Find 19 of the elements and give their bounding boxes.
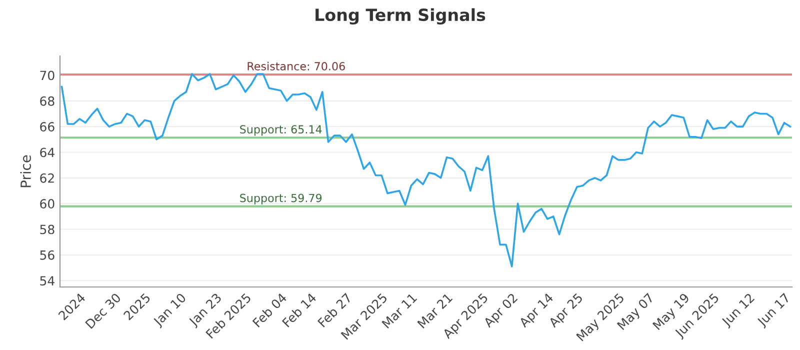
y-axis-title: Price	[20, 155, 31, 188]
line-series	[60, 73, 792, 268]
y-tick-label: 54	[40, 276, 54, 286]
ref-line-label: Resistance: 70.06	[248, 62, 345, 70]
y-tick-label: 62	[40, 173, 54, 183]
ref-line-label: Support: 59.79	[240, 194, 322, 204]
y-tick-label: 60	[40, 199, 54, 209]
y-tick-label: 66	[40, 122, 54, 132]
chart-title: Long Term Signals	[316, 8, 486, 24]
x-tick-label: Jun 12	[720, 292, 756, 329]
y-tick-label: 68	[40, 96, 54, 106]
y-tick-label: 64	[40, 148, 54, 158]
x-tick-label: Dec 30	[84, 292, 122, 329]
y-tick-label: 58	[40, 224, 54, 234]
y-tick-label: 56	[40, 250, 54, 260]
x-tick-label: Jan 10	[152, 292, 188, 328]
ref-line-label: Support: 65.14	[240, 125, 322, 136]
x-tick-label: Jun 17	[756, 292, 792, 329]
y-tick-label: 70	[40, 70, 54, 80]
